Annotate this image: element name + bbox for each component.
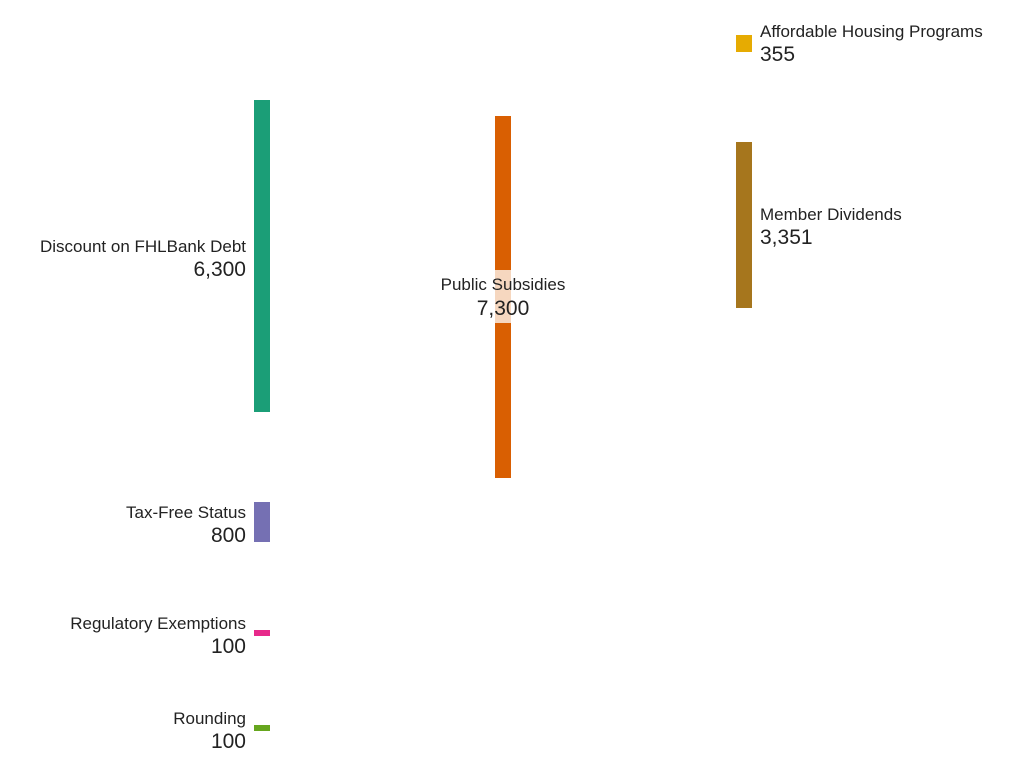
node-label-tax: Tax-Free Status [126, 503, 246, 522]
node-value-subsidies: 7,300 [477, 297, 530, 320]
nodes-layer [254, 35, 752, 731]
link-subsidies-to-housing [511, 35, 736, 133]
link-reg-to-subsidies [270, 468, 495, 636]
node-value-reg: 100 [211, 635, 246, 658]
node-reg [254, 630, 270, 636]
node-label-housing: Affordable Housing Programs [760, 22, 983, 41]
node-value-round: 100 [211, 730, 246, 753]
node-debt [254, 100, 270, 412]
node-value-housing: 355 [760, 43, 795, 66]
link-tax-to-subsidies [270, 428, 495, 542]
node-label-dividends: Member Dividends [760, 205, 902, 224]
node-label-round: Rounding [173, 709, 246, 728]
link-round-to-subsidies [270, 473, 495, 731]
node-tax [254, 502, 270, 542]
node-label-debt: Discount on FHLBank Debt [40, 237, 246, 256]
node-dividends [736, 142, 752, 308]
labels-layer: Discount on FHLBank Debt 6,300 Tax-Free St… [40, 22, 983, 753]
node-value-tax: 800 [211, 524, 246, 547]
node-label-background [430, 270, 578, 323]
node-label-subsidies: Public Subsidies [441, 275, 566, 294]
node-label-reg: Regulatory Exemptions [70, 614, 246, 633]
node-housing [736, 35, 752, 52]
link-debt-to-subsidies [270, 100, 495, 428]
node-round [254, 725, 270, 731]
node-value-debt: 6,300 [193, 258, 246, 281]
node-value-dividends: 3,351 [760, 226, 813, 249]
